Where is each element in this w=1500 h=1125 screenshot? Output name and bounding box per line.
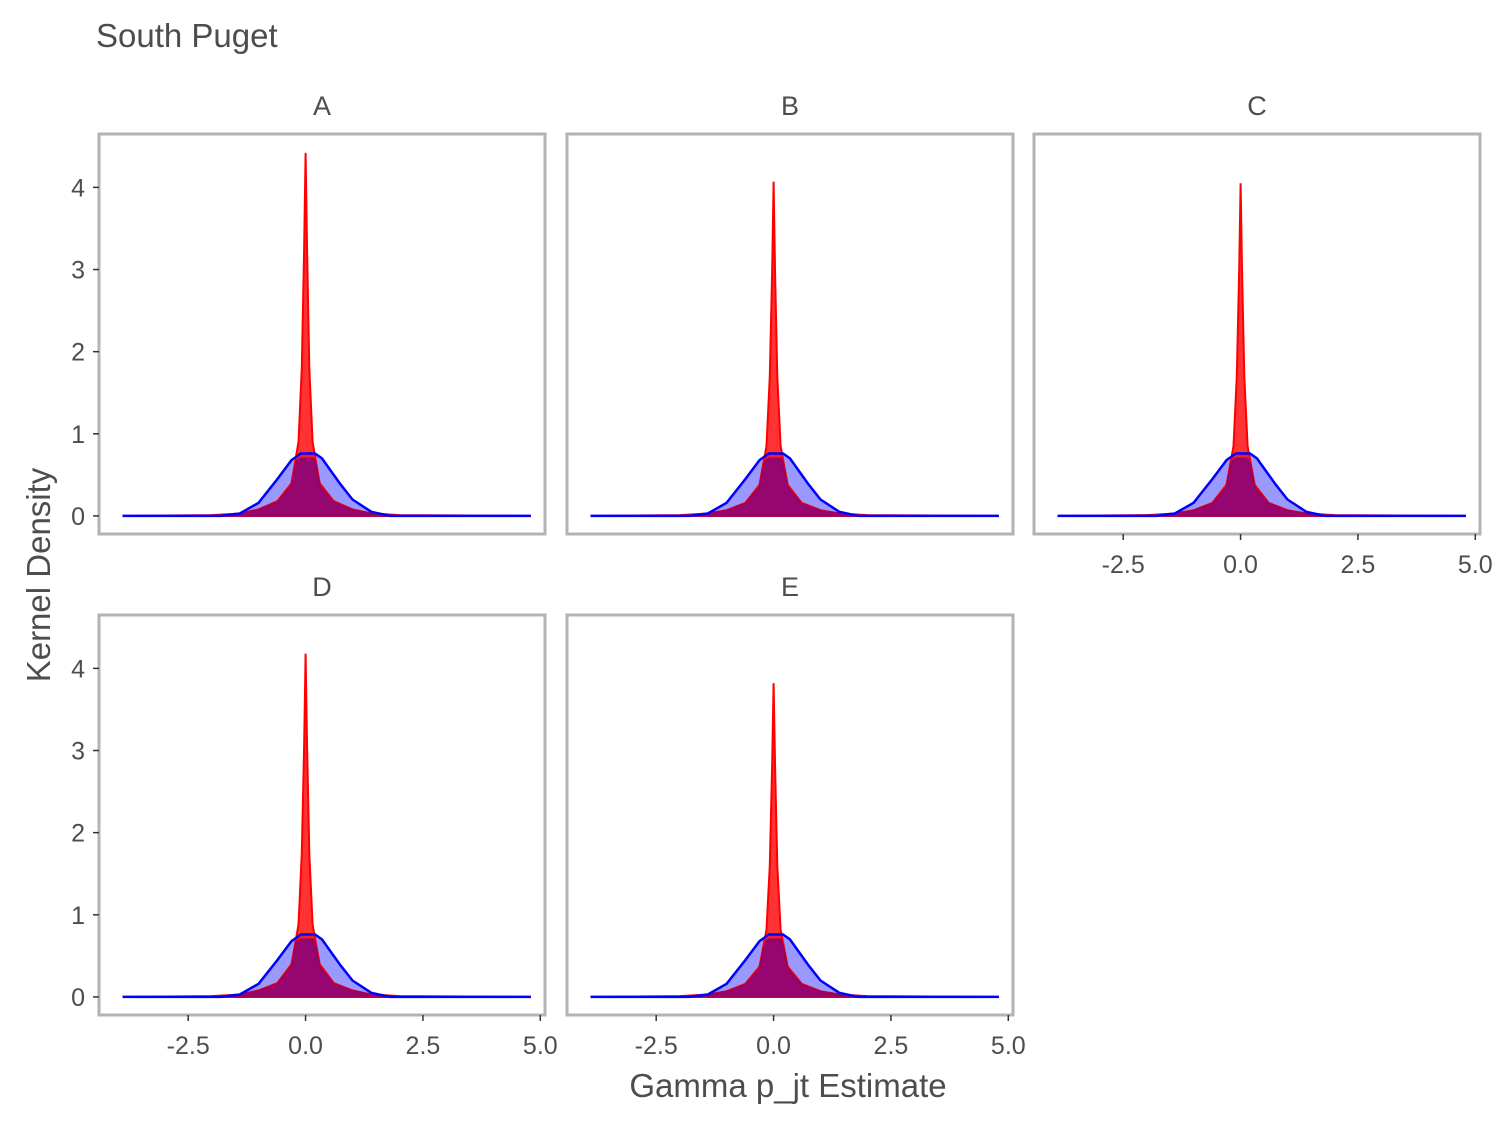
y-tick-label: 4 bbox=[71, 174, 85, 202]
y-tick-label: 2 bbox=[71, 820, 85, 848]
panel-d: D 0 1 2 3 4 -2.5 0.0 2.5 5.0 bbox=[71, 572, 558, 1060]
normal-density-line bbox=[590, 452, 999, 518]
y-tick-label: 1 bbox=[71, 421, 85, 449]
panel-b: B bbox=[565, 91, 1015, 536]
x-tick-label: 5.0 bbox=[1458, 551, 1493, 579]
y-tick-label: 3 bbox=[71, 257, 85, 285]
panel-background bbox=[1034, 134, 1480, 534]
overlap-density-area bbox=[679, 938, 868, 998]
normal-density-area bbox=[590, 934, 999, 997]
x-tick-label: 0.0 bbox=[1223, 551, 1258, 579]
panel-background bbox=[567, 615, 1013, 1015]
normal-density-line bbox=[590, 933, 999, 999]
panel-background bbox=[99, 134, 545, 534]
panel-label: D bbox=[312, 572, 332, 602]
chart-title: South Puget bbox=[96, 17, 278, 54]
panel-e: E -2.5 0.0 2.5 5.0 bbox=[565, 572, 1026, 1060]
x-tick-label: 5.0 bbox=[991, 1032, 1026, 1060]
panel-background bbox=[567, 134, 1013, 534]
panel-c: C -2.5 0.0 2.5 5.0 bbox=[1032, 91, 1493, 579]
y-tick-label: 0 bbox=[71, 503, 85, 531]
x-tick-label: 0.0 bbox=[756, 1032, 791, 1060]
y-tick-label: 2 bbox=[71, 339, 85, 367]
normal-density-area bbox=[1057, 453, 1466, 516]
x-tick-label: 5.0 bbox=[523, 1032, 558, 1060]
x-tick-label: 2.5 bbox=[1341, 551, 1376, 579]
normal-density-line bbox=[122, 452, 531, 518]
overlap-density-area bbox=[679, 457, 868, 517]
normal-density-area bbox=[590, 453, 999, 516]
panel-frame bbox=[97, 132, 547, 536]
y-tick-label: 0 bbox=[71, 984, 85, 1012]
x-axis-label: Gamma p_jt Estimate bbox=[629, 1067, 946, 1104]
panel-frame bbox=[565, 132, 1015, 536]
panel-a: A 0 1 2 3 4 bbox=[71, 91, 547, 536]
panel-frame bbox=[97, 613, 547, 1017]
panel-frame bbox=[565, 613, 1015, 1017]
y-axis-label: Kernel Density bbox=[20, 467, 57, 682]
x-tick-label: 0.0 bbox=[288, 1032, 323, 1060]
facet-panels: A 0 1 2 3 4 B C -2.5 0.0 2.5 5.0 D 0 1 2 3 4 -2.5 0.0 2.5 5.0… bbox=[71, 91, 1493, 1060]
normal-density-line bbox=[122, 933, 531, 999]
normal-density-area bbox=[122, 934, 531, 997]
y-tick-label: 1 bbox=[71, 902, 85, 930]
y-tick-label: 3 bbox=[71, 738, 85, 766]
x-tick-label: -2.5 bbox=[167, 1032, 210, 1060]
x-tick-label: -2.5 bbox=[635, 1032, 678, 1060]
normal-density-line bbox=[1057, 452, 1466, 518]
overlap-density-area bbox=[211, 457, 400, 517]
panel-label: E bbox=[781, 572, 799, 602]
panel-label: B bbox=[781, 91, 799, 121]
x-tick-label: 2.5 bbox=[406, 1032, 441, 1060]
x-tick-label: -2.5 bbox=[1102, 551, 1145, 579]
x-tick-label: 2.5 bbox=[874, 1032, 909, 1060]
panel-background bbox=[99, 615, 545, 1015]
panel-label: A bbox=[313, 91, 331, 121]
panel-frame bbox=[1032, 132, 1482, 536]
panel-label: C bbox=[1247, 91, 1267, 121]
y-tick-label: 4 bbox=[71, 655, 85, 683]
overlap-density-area bbox=[1146, 457, 1335, 517]
overlap-density-area bbox=[211, 938, 400, 998]
normal-density-area bbox=[122, 453, 531, 516]
